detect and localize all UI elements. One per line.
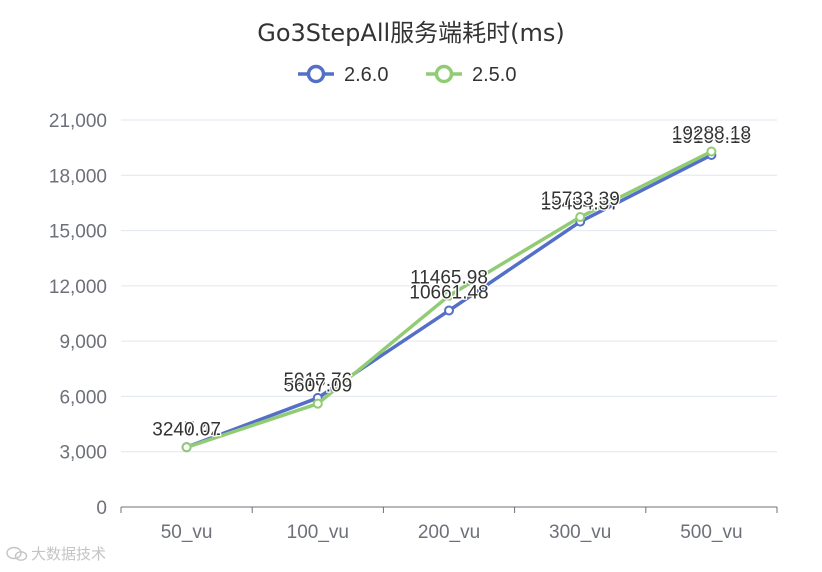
data-label: 10661.48 xyxy=(409,283,488,304)
watermark: 大数据技术 xyxy=(6,543,106,564)
data-label: 19288.18 xyxy=(672,124,751,145)
x-tick-label: 50_vu xyxy=(161,522,213,543)
y-tick-label: 6,000 xyxy=(59,387,107,408)
data-label: 5918.76 xyxy=(283,370,352,391)
x-tick-label: 300_vu xyxy=(549,522,611,543)
legend-swatch-marker xyxy=(306,64,326,84)
data-label: 15484.37 xyxy=(541,194,620,215)
legend-label: 2.6.0 xyxy=(344,64,388,86)
data-point[interactable] xyxy=(444,305,454,316)
y-tick-label: 21,000 xyxy=(49,111,107,132)
data-labels: 3247.42 5918.76 10661.48 15484.37 19100.18 32… xyxy=(151,122,752,441)
data-label: 15733.39 xyxy=(541,189,620,210)
data-label: 3240.07 xyxy=(152,419,221,440)
data-point[interactable] xyxy=(312,398,323,409)
data-point[interactable] xyxy=(181,442,192,453)
series-lines xyxy=(181,146,717,453)
data-point[interactable] xyxy=(706,146,717,157)
data-label: 11465.98 xyxy=(410,268,488,289)
y-tick-label: 9,000 xyxy=(59,332,107,353)
data-label: 3247.42 xyxy=(152,419,221,440)
y-tick-label: 12,000 xyxy=(49,277,107,298)
y-axis: 0 3,000 6,000 9,000 12,000 15,000 18,000 21,000 xyxy=(49,111,107,519)
wechat-icon xyxy=(6,546,28,562)
legend-item[interactable]: 2.6.0 xyxy=(298,64,388,86)
y-tick-label: 15,000 xyxy=(49,222,107,243)
y-gridlines xyxy=(121,119,777,453)
legend-swatch-marker xyxy=(434,64,454,84)
legend-label: 2.5.0 xyxy=(472,64,516,86)
data-point[interactable] xyxy=(575,212,586,223)
x-tick-label: 500_vu xyxy=(680,522,742,543)
x-axis: 50_vu 100_vu 200_vu 300_vu 500_vu xyxy=(120,506,778,543)
y-tick-label: 0 xyxy=(96,498,107,519)
data-label: 19100.18 xyxy=(672,127,751,148)
y-tick-label: 18,000 xyxy=(49,166,107,187)
data-label: 5607.09 xyxy=(283,376,352,397)
data-point[interactable] xyxy=(444,290,454,301)
legend-item[interactable]: 2.5.0 xyxy=(426,64,516,86)
y-tick-label: 3,000 xyxy=(59,443,107,464)
watermark-text: 大数据技术 xyxy=(31,545,107,563)
x-tick-label: 200_vu xyxy=(418,522,480,543)
chart-title: Go3StepAll服务端耗时(ms) xyxy=(257,19,565,47)
x-tick-label: 100_vu xyxy=(287,522,349,543)
legend[interactable]: 2.6.0 2.5.0 xyxy=(298,64,516,86)
